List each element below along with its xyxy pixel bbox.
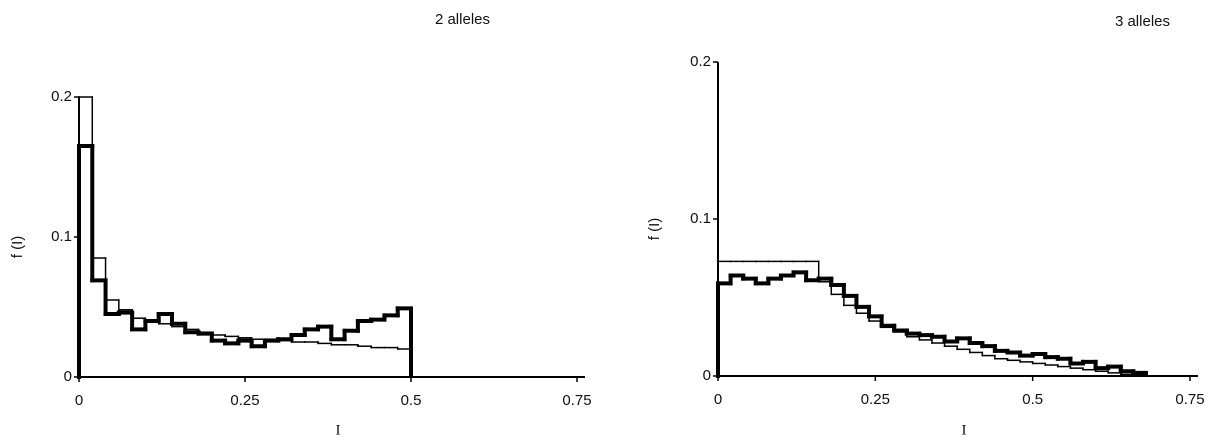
y-tick-label: 0.1 [690, 210, 711, 227]
y-tick-label: 0.2 [690, 53, 711, 70]
x-tick-label: 0.25 [861, 391, 890, 408]
x-axis-label: I [336, 422, 341, 438]
x-tick-label: 0.5 [401, 392, 422, 409]
x-tick-label: 0.5 [1022, 391, 1043, 408]
y-tick-label: 0.1 [51, 228, 72, 245]
y-tick-label: 0 [703, 367, 711, 384]
x-tick-label: 0 [75, 392, 83, 409]
y-axis-label: f (I) [646, 218, 663, 241]
chart-title: 3 alleles [1115, 13, 1170, 30]
x-axis-label: I [962, 422, 967, 438]
y-tick-label: 0 [64, 368, 72, 385]
y-axis-label: f (I) [9, 236, 26, 259]
x-tick-label: 0 [714, 391, 722, 408]
x-tick-label: 0.75 [562, 392, 591, 409]
x-tick-label: 0.25 [230, 392, 259, 409]
x-tick-label: 0.75 [1175, 391, 1204, 408]
y-tick-label: 0.2 [51, 88, 72, 105]
chart-title: 2 alleles [435, 11, 490, 28]
